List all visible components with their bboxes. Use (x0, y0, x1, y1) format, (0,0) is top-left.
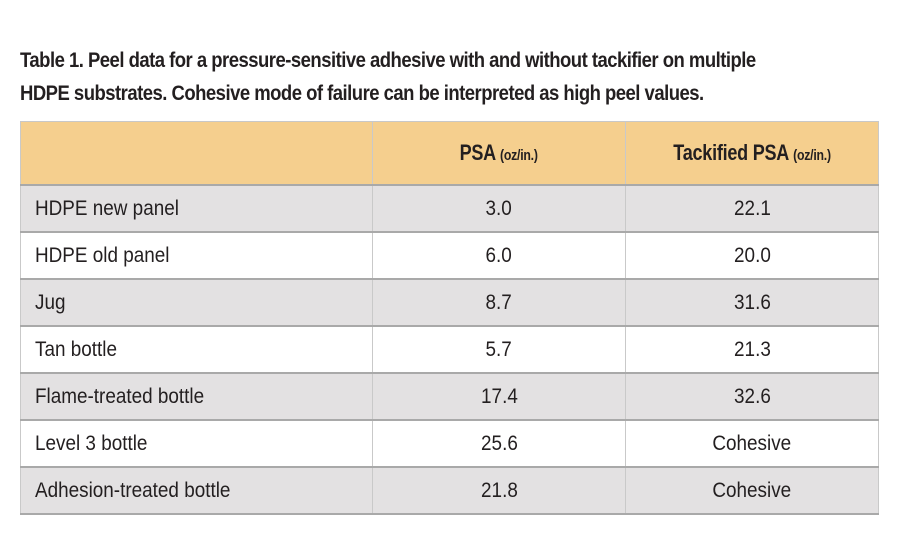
header-tackified-psa: Tackified PSA (oz/in.) (625, 121, 879, 186)
cell-psa: 8.7 (372, 279, 626, 327)
table-row: HDPE new panel 3.0 22.1 (20, 185, 879, 233)
table-row: Flame-treated bottle 17.4 32.6 (20, 373, 879, 421)
cell-tackified: 21.3 (625, 326, 879, 374)
caption-line-2: HDPE substrates. Cohesive mode of failur… (20, 81, 704, 105)
cell-substrate: HDPE new panel (20, 185, 373, 233)
header-psa-unit: (oz/in.) (500, 147, 539, 164)
table-row: Jug 8.7 31.6 (20, 279, 879, 327)
cell-tackified: 22.1 (625, 185, 879, 233)
cell-psa: 17.4 (372, 373, 626, 421)
cell-psa: 21.8 (372, 467, 626, 514)
caption-line-1: Table 1. Peel data for a pressure-sensit… (20, 48, 756, 72)
cell-psa: 6.0 (372, 232, 626, 280)
cell-substrate: Level 3 bottle (20, 420, 373, 468)
cell-tackified: 20.0 (625, 232, 879, 280)
cell-substrate: Flame-treated bottle (20, 373, 373, 421)
cell-psa: 5.7 (372, 326, 626, 374)
cell-substrate: Adhesion-treated bottle (20, 467, 373, 514)
table-row: Adhesion-treated bottle 21.8 Cohesive (20, 467, 879, 514)
cell-substrate: HDPE old panel (20, 232, 373, 280)
header-psa: PSA (oz/in.) (372, 121, 626, 186)
cell-substrate: Tan bottle (20, 326, 373, 374)
cell-substrate: Jug (20, 279, 373, 327)
cell-tackified: 32.6 (625, 373, 879, 421)
cell-tackified: 31.6 (625, 279, 879, 327)
table-row: Level 3 bottle 25.6 Cohesive (20, 420, 879, 468)
cell-psa: 25.6 (372, 420, 626, 468)
table-row: HDPE old panel 6.0 20.0 (20, 232, 879, 280)
header-tackified-label: Tackified PSA (673, 140, 794, 165)
header-row: PSA (oz/in.) Tackified PSA (oz/in.) (20, 121, 879, 186)
table-caption: Table 1. Peel data for a pressure-sensit… (20, 44, 768, 110)
peel-data-table: PSA (oz/in.) Tackified PSA (oz/in.) HDPE… (20, 121, 879, 515)
cell-tackified: Cohesive (625, 420, 879, 468)
cell-psa: 3.0 (372, 185, 626, 233)
header-psa-label: PSA (459, 140, 501, 165)
header-tackified-unit: (oz/in.) (793, 147, 831, 164)
table-row: Tan bottle 5.7 21.3 (20, 326, 879, 374)
cell-tackified: Cohesive (625, 467, 879, 514)
header-substrate (20, 121, 373, 186)
